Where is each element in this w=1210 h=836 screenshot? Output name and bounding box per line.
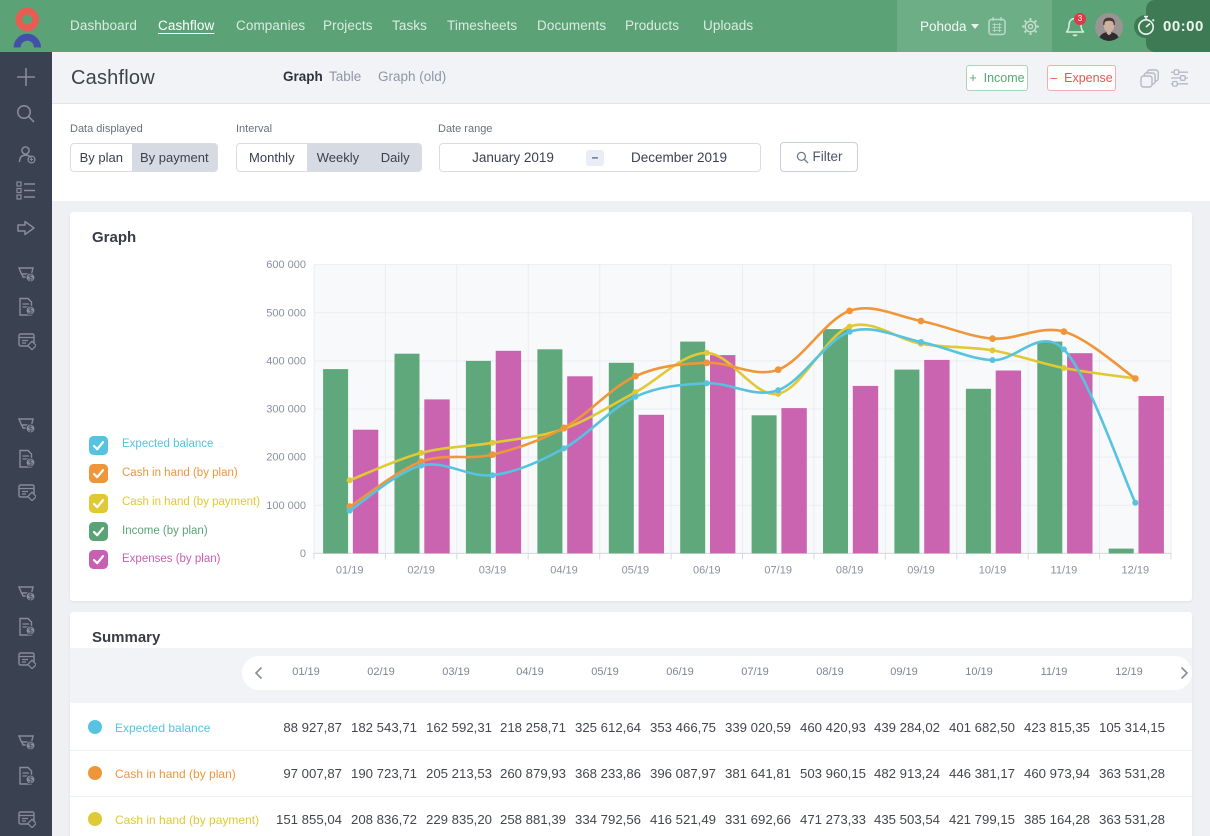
svg-text:10/19: 10/19 [979,565,1007,577]
svg-text:01/19: 01/19 [336,565,364,577]
svg-text:100 000: 100 000 [266,500,306,512]
svg-text:$: $ [28,274,33,283]
svg-text:$: $ [28,459,33,468]
svg-text:$: $ [28,627,33,636]
svg-text:200 000: 200 000 [266,452,306,464]
svg-text:600 000: 600 000 [266,259,306,271]
svg-text:$: $ [28,593,33,602]
svg-text:07/19: 07/19 [764,565,792,577]
svg-text:02/19: 02/19 [407,565,435,577]
svg-text:0: 0 [300,548,306,560]
svg-text:400 000: 400 000 [266,355,306,367]
svg-text:04/19: 04/19 [550,565,578,577]
svg-text:08/19: 08/19 [836,565,864,577]
svg-text:06/19: 06/19 [693,565,721,577]
svg-text:12/19: 12/19 [1122,565,1150,577]
svg-text:300 000: 300 000 [266,404,306,416]
svg-text:$: $ [28,307,33,316]
svg-text:05/19: 05/19 [622,565,650,577]
svg-text:$: $ [28,425,33,434]
svg-text:09/19: 09/19 [907,565,935,577]
svg-text:11/19: 11/19 [1051,565,1078,577]
svg-text:500 000: 500 000 [266,307,306,319]
svg-text:03/19: 03/19 [479,565,507,577]
svg-text:$: $ [28,742,33,751]
svg-text:$: $ [28,776,33,785]
